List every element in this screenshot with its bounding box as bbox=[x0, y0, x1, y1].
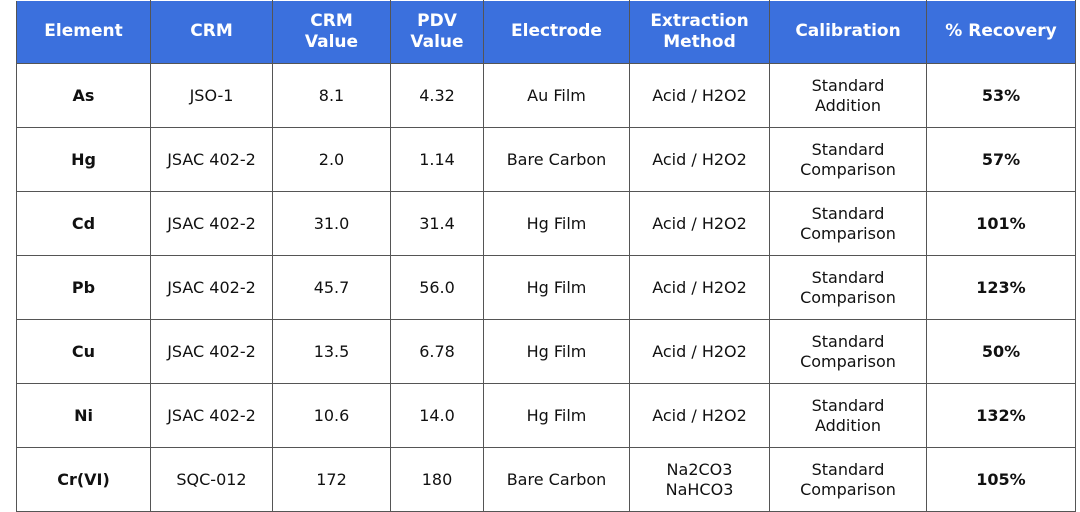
header-cell: Extraction Method bbox=[630, 1, 770, 64]
table-cell: SQC-012 bbox=[151, 448, 273, 512]
table-cell: 6.78 bbox=[391, 320, 484, 384]
table-cell: Hg bbox=[17, 128, 151, 192]
table-cell: 172 bbox=[273, 448, 391, 512]
table-cell: JSAC 402-2 bbox=[151, 256, 273, 320]
table-cell: 31.0 bbox=[273, 192, 391, 256]
table-cell: Standard Addition bbox=[770, 384, 927, 448]
table-cell: Standard Comparison bbox=[770, 320, 927, 384]
table-cell: Hg Film bbox=[484, 192, 630, 256]
data-table: ElementCRMCRM ValuePDV ValueElectrodeExt… bbox=[16, 0, 1076, 512]
table-cell: JSAC 402-2 bbox=[151, 320, 273, 384]
table-cell: Standard Comparison bbox=[770, 448, 927, 512]
table-cell: 14.0 bbox=[391, 384, 484, 448]
table-cell: Standard Comparison bbox=[770, 128, 927, 192]
table-cell: Cu bbox=[17, 320, 151, 384]
table-cell: Cr(VI) bbox=[17, 448, 151, 512]
table-cell: Acid / H2O2 bbox=[630, 192, 770, 256]
table-row: PbJSAC 402-245.756.0Hg FilmAcid / H2O2St… bbox=[17, 256, 1076, 320]
table-cell: 57% bbox=[927, 128, 1076, 192]
table-cell: 50% bbox=[927, 320, 1076, 384]
table-cell: Acid / H2O2 bbox=[630, 64, 770, 128]
table-row: NiJSAC 402-210.614.0Hg FilmAcid / H2O2St… bbox=[17, 384, 1076, 448]
table-cell: Standard Comparison bbox=[770, 256, 927, 320]
table-cell: 10.6 bbox=[273, 384, 391, 448]
table-row: HgJSAC 402-22.01.14Bare CarbonAcid / H2O… bbox=[17, 128, 1076, 192]
table-cell: 4.32 bbox=[391, 64, 484, 128]
table-cell: 45.7 bbox=[273, 256, 391, 320]
table-cell: 8.1 bbox=[273, 64, 391, 128]
table-cell: 132% bbox=[927, 384, 1076, 448]
table-row: Cr(VI)SQC-012172180Bare CarbonNa2CO3 NaH… bbox=[17, 448, 1076, 512]
table-cell: Na2CO3 NaHCO3 bbox=[630, 448, 770, 512]
table-row: AsJSO-18.14.32Au FilmAcid / H2O2Standard… bbox=[17, 64, 1076, 128]
table-cell: JSAC 402-2 bbox=[151, 192, 273, 256]
table-cell: Bare Carbon bbox=[484, 448, 630, 512]
table-cell: 56.0 bbox=[391, 256, 484, 320]
table-body: AsJSO-18.14.32Au FilmAcid / H2O2Standard… bbox=[17, 64, 1076, 512]
table-cell: Hg Film bbox=[484, 320, 630, 384]
header-cell: CRM bbox=[151, 1, 273, 64]
table-cell: 180 bbox=[391, 448, 484, 512]
table-cell: JSO-1 bbox=[151, 64, 273, 128]
header-cell: Electrode bbox=[484, 1, 630, 64]
table-cell: 1.14 bbox=[391, 128, 484, 192]
table-row: CuJSAC 402-213.56.78Hg FilmAcid / H2O2St… bbox=[17, 320, 1076, 384]
table-cell: As bbox=[17, 64, 151, 128]
table-cell: Acid / H2O2 bbox=[630, 128, 770, 192]
table-cell: 2.0 bbox=[273, 128, 391, 192]
table-cell: Hg Film bbox=[484, 384, 630, 448]
table-cell: Bare Carbon bbox=[484, 128, 630, 192]
table-cell: Hg Film bbox=[484, 256, 630, 320]
table-cell: 101% bbox=[927, 192, 1076, 256]
table-cell: Pb bbox=[17, 256, 151, 320]
table-cell: Standard Addition bbox=[770, 64, 927, 128]
header-row: ElementCRMCRM ValuePDV ValueElectrodeExt… bbox=[17, 1, 1076, 64]
table-cell: Ni bbox=[17, 384, 151, 448]
table-cell: Cd bbox=[17, 192, 151, 256]
table-cell: 123% bbox=[927, 256, 1076, 320]
table-cell: JSAC 402-2 bbox=[151, 128, 273, 192]
table-cell: 105% bbox=[927, 448, 1076, 512]
table-cell: Standard Comparison bbox=[770, 192, 927, 256]
table-cell: 53% bbox=[927, 64, 1076, 128]
table-cell: Acid / H2O2 bbox=[630, 384, 770, 448]
header-cell: CRM Value bbox=[273, 1, 391, 64]
table-cell: Acid / H2O2 bbox=[630, 256, 770, 320]
header-cell: % Recovery bbox=[927, 1, 1076, 64]
table-cell: JSAC 402-2 bbox=[151, 384, 273, 448]
header-cell: Element bbox=[17, 1, 151, 64]
header-cell: Calibration bbox=[770, 1, 927, 64]
header-cell: PDV Value bbox=[391, 1, 484, 64]
table-row: CdJSAC 402-231.031.4Hg FilmAcid / H2O2St… bbox=[17, 192, 1076, 256]
table-cell: 13.5 bbox=[273, 320, 391, 384]
table-cell: Au Film bbox=[484, 64, 630, 128]
table-cell: Acid / H2O2 bbox=[630, 320, 770, 384]
table-cell: 31.4 bbox=[391, 192, 484, 256]
